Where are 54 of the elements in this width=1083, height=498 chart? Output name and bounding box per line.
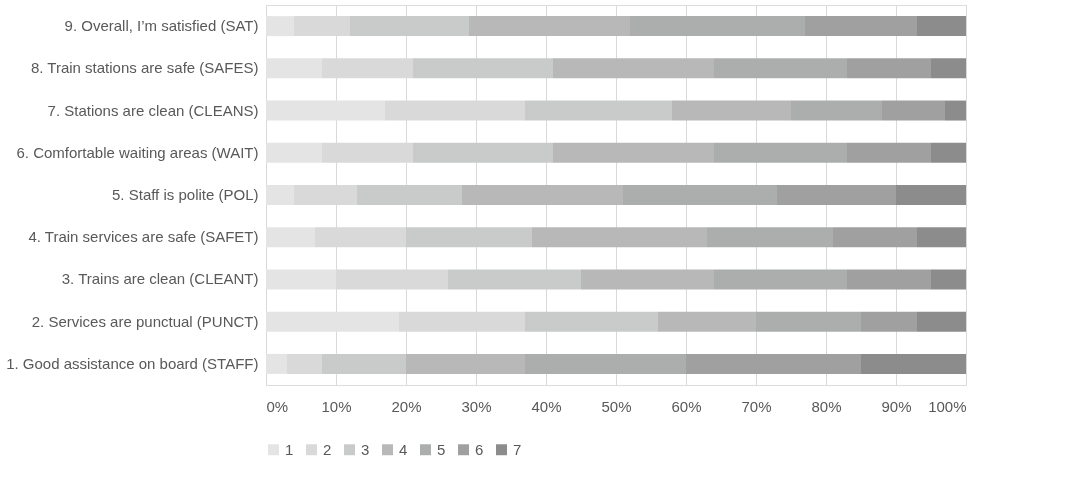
bar [931,142,966,163]
y-tick-label: 2. Services are punctual (PUNCT) [31,312,259,330]
bar [525,100,672,121]
legend-label: 3 [361,440,370,458]
x-tick-label: 50% [601,397,632,415]
bar [882,100,945,121]
bar [357,185,462,205]
y-tick-label: 1. Good assistance on board (STAFF) [6,354,259,372]
bar [917,227,966,248]
y-tick-label: 7. Stations are clean (CLEANS) [47,101,259,119]
x-tick-label: 10% [321,397,352,415]
bar [350,16,469,37]
bar [406,227,532,248]
y-tick-label: 4. Train services are safe (SAFET) [28,228,259,246]
bar [847,58,931,79]
x-tick-label: 70% [741,397,772,415]
bar [861,311,917,332]
legend-label: 2 [323,440,332,458]
y-tick-label: 6. Comfortable waiting areas (WAIT) [16,143,259,161]
bar [413,142,553,163]
x-tick-label: 20% [391,397,422,415]
x-tick-label: 100% [928,397,967,415]
x-tick-label: 30% [461,397,492,415]
x-tick-label: 80% [811,397,842,415]
legend-label: 5 [437,440,446,458]
bar [896,185,966,205]
bar [861,353,966,374]
bar [847,269,931,290]
bar [833,227,917,248]
y-tick-label: 3. Trains are clean (CLEANT) [61,270,259,288]
x-tick-label: 40% [531,397,562,415]
legend-label: 6 [475,440,484,458]
bar [686,353,861,374]
y-tick-label: 8. Train stations are safe (SAFES) [30,59,259,77]
bar [413,58,553,79]
bar [525,311,658,332]
x-tick-label: 0% [266,397,289,415]
x-tick-label: 60% [671,397,702,415]
bar [931,269,966,290]
y-tick-label: 5. Staff is polite (POL) [112,186,259,203]
bar [917,16,966,37]
bar [448,269,581,290]
bar [777,185,896,205]
bar [847,142,931,163]
bar [931,58,966,79]
y-tick-label: 9. Overall, I’m satisfied (SAT) [64,17,259,35]
bar [805,16,917,37]
legend-label: 1 [285,440,294,458]
bar [322,353,406,374]
bar [917,311,966,332]
legend-label: 7 [513,440,522,458]
x-tick-label: 90% [881,397,912,415]
legend-label: 4 [399,440,408,458]
bar [945,100,966,121]
